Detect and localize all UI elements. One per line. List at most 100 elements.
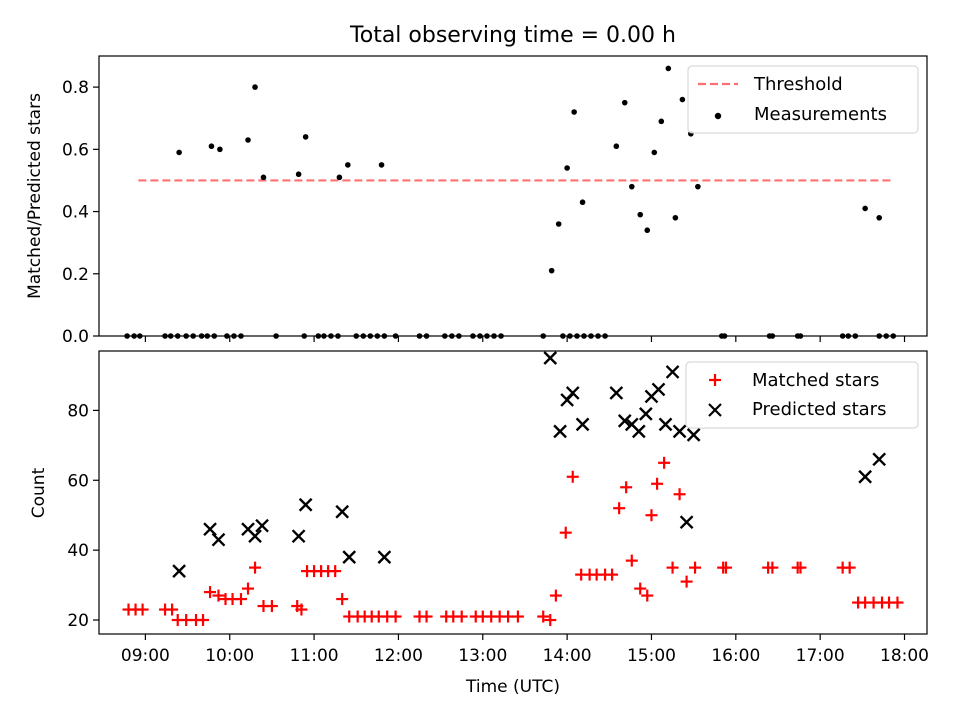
matched-star-point (204, 586, 217, 599)
matched-star-point (511, 610, 524, 623)
matched-star-point (651, 477, 664, 490)
measurement-point (548, 267, 555, 274)
matched-star-point (645, 509, 658, 522)
count-y-tick-label: 80 (67, 401, 89, 421)
matched-star-point (455, 610, 468, 623)
predicted-star-point (565, 386, 580, 400)
predicted-star-point (658, 417, 673, 432)
measurement-point (613, 143, 620, 150)
matched-legend-label: Matched stars (752, 370, 879, 391)
count-x-tick-label: 12:00 (374, 646, 423, 666)
matched-star-point (265, 600, 278, 613)
predicted-star-point (609, 386, 624, 400)
count-x-tick-label: 17:00 (796, 646, 845, 666)
predicted-star-point (255, 518, 269, 533)
matched-star-point (234, 593, 247, 606)
matched-star-point (641, 589, 654, 602)
count-x-tick-label: 16:00 (711, 646, 760, 666)
matched-legend-swatch (709, 374, 721, 386)
ratio-y-tick-label: 0.2 (62, 265, 89, 285)
measurement-point (252, 84, 258, 90)
measurement-point (302, 134, 309, 140)
ratio-y-axis-label: Matched/Predicted stars (25, 93, 45, 299)
measurement-point (378, 162, 385, 168)
count-x-tick-label: 11:00 (290, 646, 339, 666)
predicted-star-point (575, 417, 590, 432)
measurement-point (345, 162, 351, 168)
predicted-star-point (617, 414, 632, 428)
matched-star-point (719, 561, 732, 574)
predicted-star-point (211, 532, 226, 547)
measurement-point (555, 221, 562, 227)
ratio-y-tick-label: 0.0 (62, 327, 89, 347)
predicted-star-point (543, 351, 558, 365)
predicted-star-point (553, 424, 567, 439)
matched-star-point (794, 561, 807, 574)
ratio-y-tick-label: 0.6 (62, 140, 89, 160)
ratio-y-tick-label: 0.4 (62, 203, 89, 223)
measurement-point (651, 149, 658, 156)
matched-star-point (613, 502, 626, 515)
matched-star-point (166, 603, 179, 616)
measurement-point (336, 174, 343, 181)
predicted-legend-swatch (708, 403, 722, 417)
predicted-star-point (686, 428, 701, 442)
matched-star-point (689, 561, 702, 574)
matched-star-point (566, 470, 579, 483)
predicted-star-point (631, 424, 646, 439)
count-legend-box (685, 361, 919, 429)
matched-star-point (197, 614, 210, 627)
matched-star-point (559, 526, 572, 539)
count-plot-area (122, 351, 904, 627)
count-axes-frame (98, 350, 928, 635)
matched-star-point (606, 568, 619, 581)
measurement-point (637, 211, 644, 218)
predicted-star-point (872, 452, 887, 467)
count-x-tick-label: 13:00 (458, 646, 507, 666)
measurement-point (862, 205, 868, 212)
predicted-star-point (291, 529, 306, 544)
ratio-legend: Threshold Measurements (687, 65, 919, 134)
measurement-point (695, 183, 701, 190)
matched-star-point (537, 610, 550, 623)
matched-star-point (620, 481, 633, 494)
predicted-star-point (651, 382, 666, 397)
count-x-ticks: 09:00 10:00 11:00 12:00 13:00 14:00 15:00 16:00… (121, 634, 929, 666)
measurement-point (245, 137, 251, 143)
matched-star-point (625, 554, 638, 567)
ratio-axes-frame (98, 55, 928, 337)
measurement-point (665, 65, 672, 72)
threshold-legend-label: Threshold (753, 74, 843, 95)
count-y-tick-label: 40 (67, 541, 89, 561)
measurement-point (579, 199, 586, 206)
ratio-y-ticks: 0.0 0.2 0.4 0.6 0.8 (62, 78, 99, 347)
count-y-tick-label: 20 (67, 611, 89, 631)
matched-star-point (212, 589, 225, 602)
measurement-point (876, 214, 883, 221)
matched-star-point (673, 488, 686, 501)
matched-star-point (336, 593, 349, 606)
matched-star-point (249, 561, 262, 574)
matched-star-point (242, 582, 255, 595)
matched-star-point (295, 603, 308, 616)
predicted-star-point (298, 497, 313, 512)
matched-star-point (544, 614, 557, 627)
predicted-star-point (672, 424, 687, 439)
ratio-legend-box (687, 65, 919, 134)
predicted-star-point (377, 550, 392, 564)
predicted-star-point (679, 515, 694, 530)
predicted-star-point (665, 365, 680, 379)
count-y-axis-label: Count (29, 467, 49, 518)
matched-star-point (766, 561, 779, 574)
ratio-x-ticks (144, 336, 906, 342)
measurement-point (672, 214, 679, 221)
matched-star-point (634, 582, 647, 595)
count-legend: Matched stars Predicted stars (685, 361, 919, 429)
measurement-point (295, 171, 302, 178)
predicted-star-point (638, 407, 653, 421)
matched-star-point (658, 456, 671, 469)
predicted-star-point (342, 550, 357, 564)
measurements-legend-label: Measurements (754, 104, 887, 125)
predicted-star-point (172, 564, 186, 578)
ratio-y-tick-label: 0.8 (62, 78, 89, 98)
